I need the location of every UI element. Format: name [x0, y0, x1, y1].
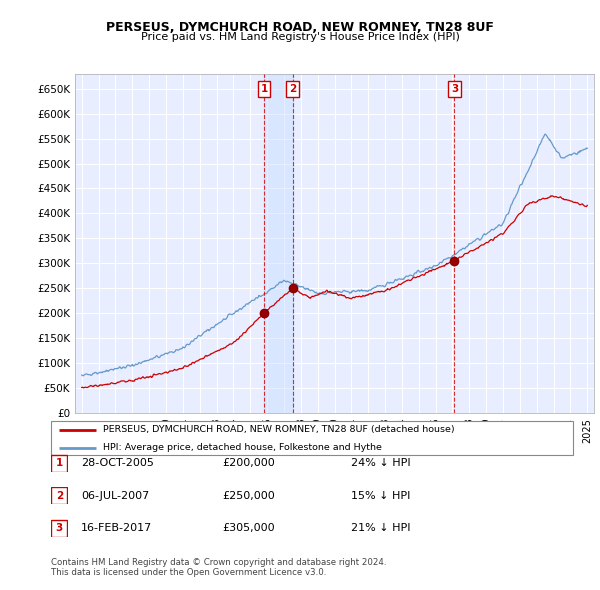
FancyBboxPatch shape — [52, 455, 67, 471]
Bar — [264, 74, 293, 413]
Text: 16-FEB-2017: 16-FEB-2017 — [81, 523, 152, 533]
Text: £305,000: £305,000 — [222, 523, 275, 533]
Text: Price paid vs. HM Land Registry's House Price Index (HPI): Price paid vs. HM Land Registry's House … — [140, 32, 460, 42]
FancyBboxPatch shape — [52, 487, 67, 504]
Text: 2: 2 — [289, 84, 296, 94]
Text: £250,000: £250,000 — [222, 491, 275, 500]
Text: £200,000: £200,000 — [222, 458, 275, 468]
Text: 15% ↓ HPI: 15% ↓ HPI — [351, 491, 410, 500]
Text: 21% ↓ HPI: 21% ↓ HPI — [351, 523, 410, 533]
Text: 3: 3 — [451, 84, 458, 94]
Text: 06-JUL-2007: 06-JUL-2007 — [81, 491, 149, 500]
Text: PERSEUS, DYMCHURCH ROAD, NEW ROMNEY, TN28 8UF: PERSEUS, DYMCHURCH ROAD, NEW ROMNEY, TN2… — [106, 21, 494, 34]
FancyBboxPatch shape — [50, 421, 574, 455]
Text: PERSEUS, DYMCHURCH ROAD, NEW ROMNEY, TN28 8UF (detached house): PERSEUS, DYMCHURCH ROAD, NEW ROMNEY, TN2… — [103, 425, 455, 434]
Text: 2: 2 — [56, 491, 63, 500]
Text: HPI: Average price, detached house, Folkestone and Hythe: HPI: Average price, detached house, Folk… — [103, 443, 382, 452]
Text: This data is licensed under the Open Government Licence v3.0.: This data is licensed under the Open Gov… — [51, 568, 326, 576]
FancyBboxPatch shape — [52, 520, 67, 536]
Text: 24% ↓ HPI: 24% ↓ HPI — [351, 458, 410, 468]
Text: 1: 1 — [260, 84, 268, 94]
Text: 3: 3 — [56, 523, 63, 533]
Text: Contains HM Land Registry data © Crown copyright and database right 2024.: Contains HM Land Registry data © Crown c… — [51, 558, 386, 566]
Text: 1: 1 — [56, 458, 63, 468]
Text: 28-OCT-2005: 28-OCT-2005 — [81, 458, 154, 468]
